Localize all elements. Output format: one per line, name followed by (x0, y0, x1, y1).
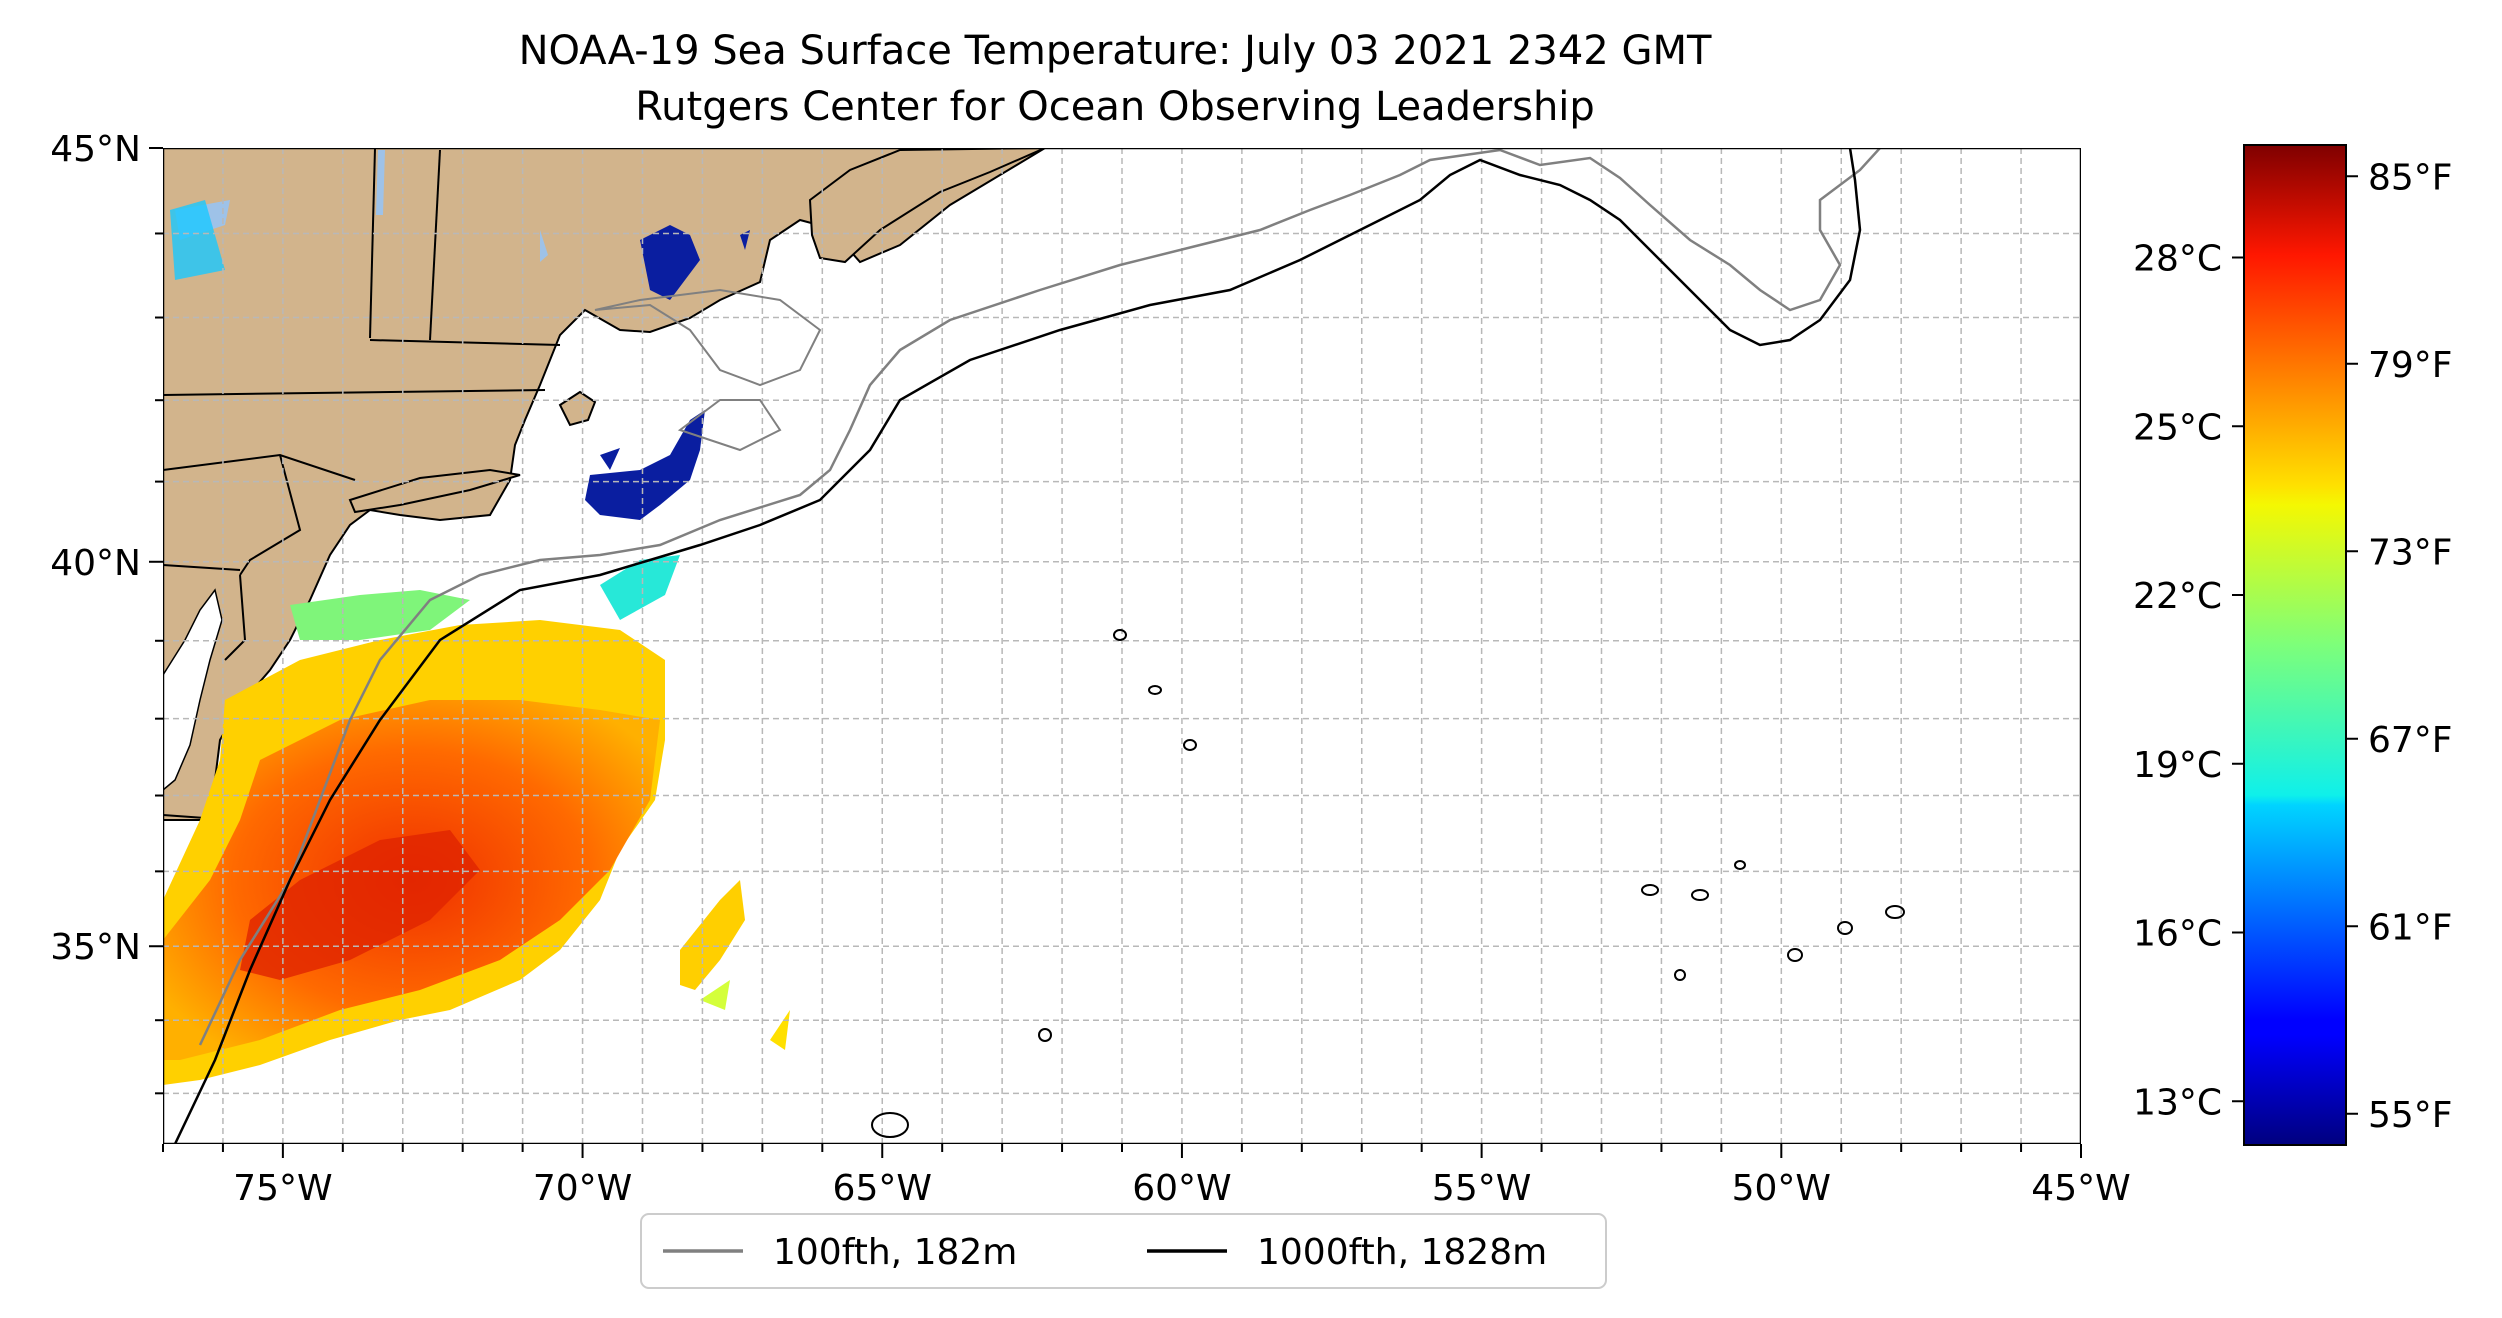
long-island (348, 468, 521, 514)
colorbar-celsius-ticks: 28°C 25°C 22°C 19°C 16°C 13°C (2133, 239, 2244, 1123)
title-line-1: NOAA-19 Sea Surface Temperature: July 03… (519, 28, 1712, 74)
colorbar-f-label: 55°F (2368, 1095, 2453, 1136)
lat-axis: 45°N 40°N 35°N (50, 129, 163, 1095)
colorbar-f-label: 85°F (2368, 157, 2453, 198)
colorbar-c-label: 13°C (2133, 1082, 2222, 1123)
lon-tick-label: 45°W (2031, 1168, 2130, 1209)
lon-tick-label: 50°W (1732, 1168, 1831, 1209)
gridlines (163, 148, 2081, 1144)
legend-label-1000fth: 1000fth, 1828m (1257, 1232, 1547, 1273)
colorbar-c-label: 25°C (2133, 407, 2222, 448)
colorbar-f-label: 73°F (2368, 532, 2453, 573)
colorbar-fahrenheit-ticks: 85°F 79°F 73°F 67°F 61°F 55°F (2346, 157, 2453, 1136)
legend: 100fth, 182m 1000fth, 1828m (640, 1213, 1607, 1289)
lon-tick-label: 70°W (533, 1168, 632, 1209)
lon-axis: 75°W 70°W 65°W 60°W 55°W 50°W 45°W (162, 1144, 2131, 1209)
legend-label-100fth: 100fth, 182m (773, 1232, 1017, 1273)
sst-swath-cold (585, 225, 750, 520)
lat-tick-label: 40°N (50, 543, 141, 584)
isobath-100fth (198, 148, 1881, 1046)
colorbar-f-label: 61°F (2368, 907, 2453, 948)
lon-tick-label: 75°W (233, 1168, 332, 1209)
lon-tick-label: 65°W (833, 1168, 932, 1209)
lat-tick-label: 35°N (50, 927, 141, 968)
legend-box (640, 1213, 1607, 1289)
sst-swath-warm (163, 620, 790, 1085)
lon-tick-label: 55°W (1432, 1168, 1531, 1209)
colorbar-c-label: 22°C (2133, 576, 2222, 617)
map-panel (163, 148, 2081, 1144)
title-line-2: Rutgers Center for Ocean Observing Leade… (635, 84, 1595, 130)
colorbar-f-label: 67°F (2368, 720, 2453, 761)
colorbar-c-label: 28°C (2133, 239, 2222, 280)
colorbar-c-label: 16°C (2133, 914, 2222, 955)
chesapeake-bay (163, 588, 223, 791)
seamounts (871, 629, 1905, 1138)
state-borders (163, 148, 561, 819)
lon-tick-label: 60°W (1132, 1168, 1231, 1209)
colorbar-f-label: 79°F (2368, 345, 2453, 386)
isobath-1000fth (173, 148, 1862, 1144)
colorbar-gradient (2243, 144, 2347, 1146)
sst-swath-cool-edge (170, 200, 680, 640)
lat-tick-label: 45°N (50, 129, 141, 170)
isobath-100fth-gulf (594, 288, 822, 452)
colorbar-c-label: 19°C (2133, 745, 2222, 786)
colorbar: 28°C 25°C 22°C 19°C 16°C 13°C 85°F 79°F 73°F 67°… (2133, 144, 2453, 1146)
